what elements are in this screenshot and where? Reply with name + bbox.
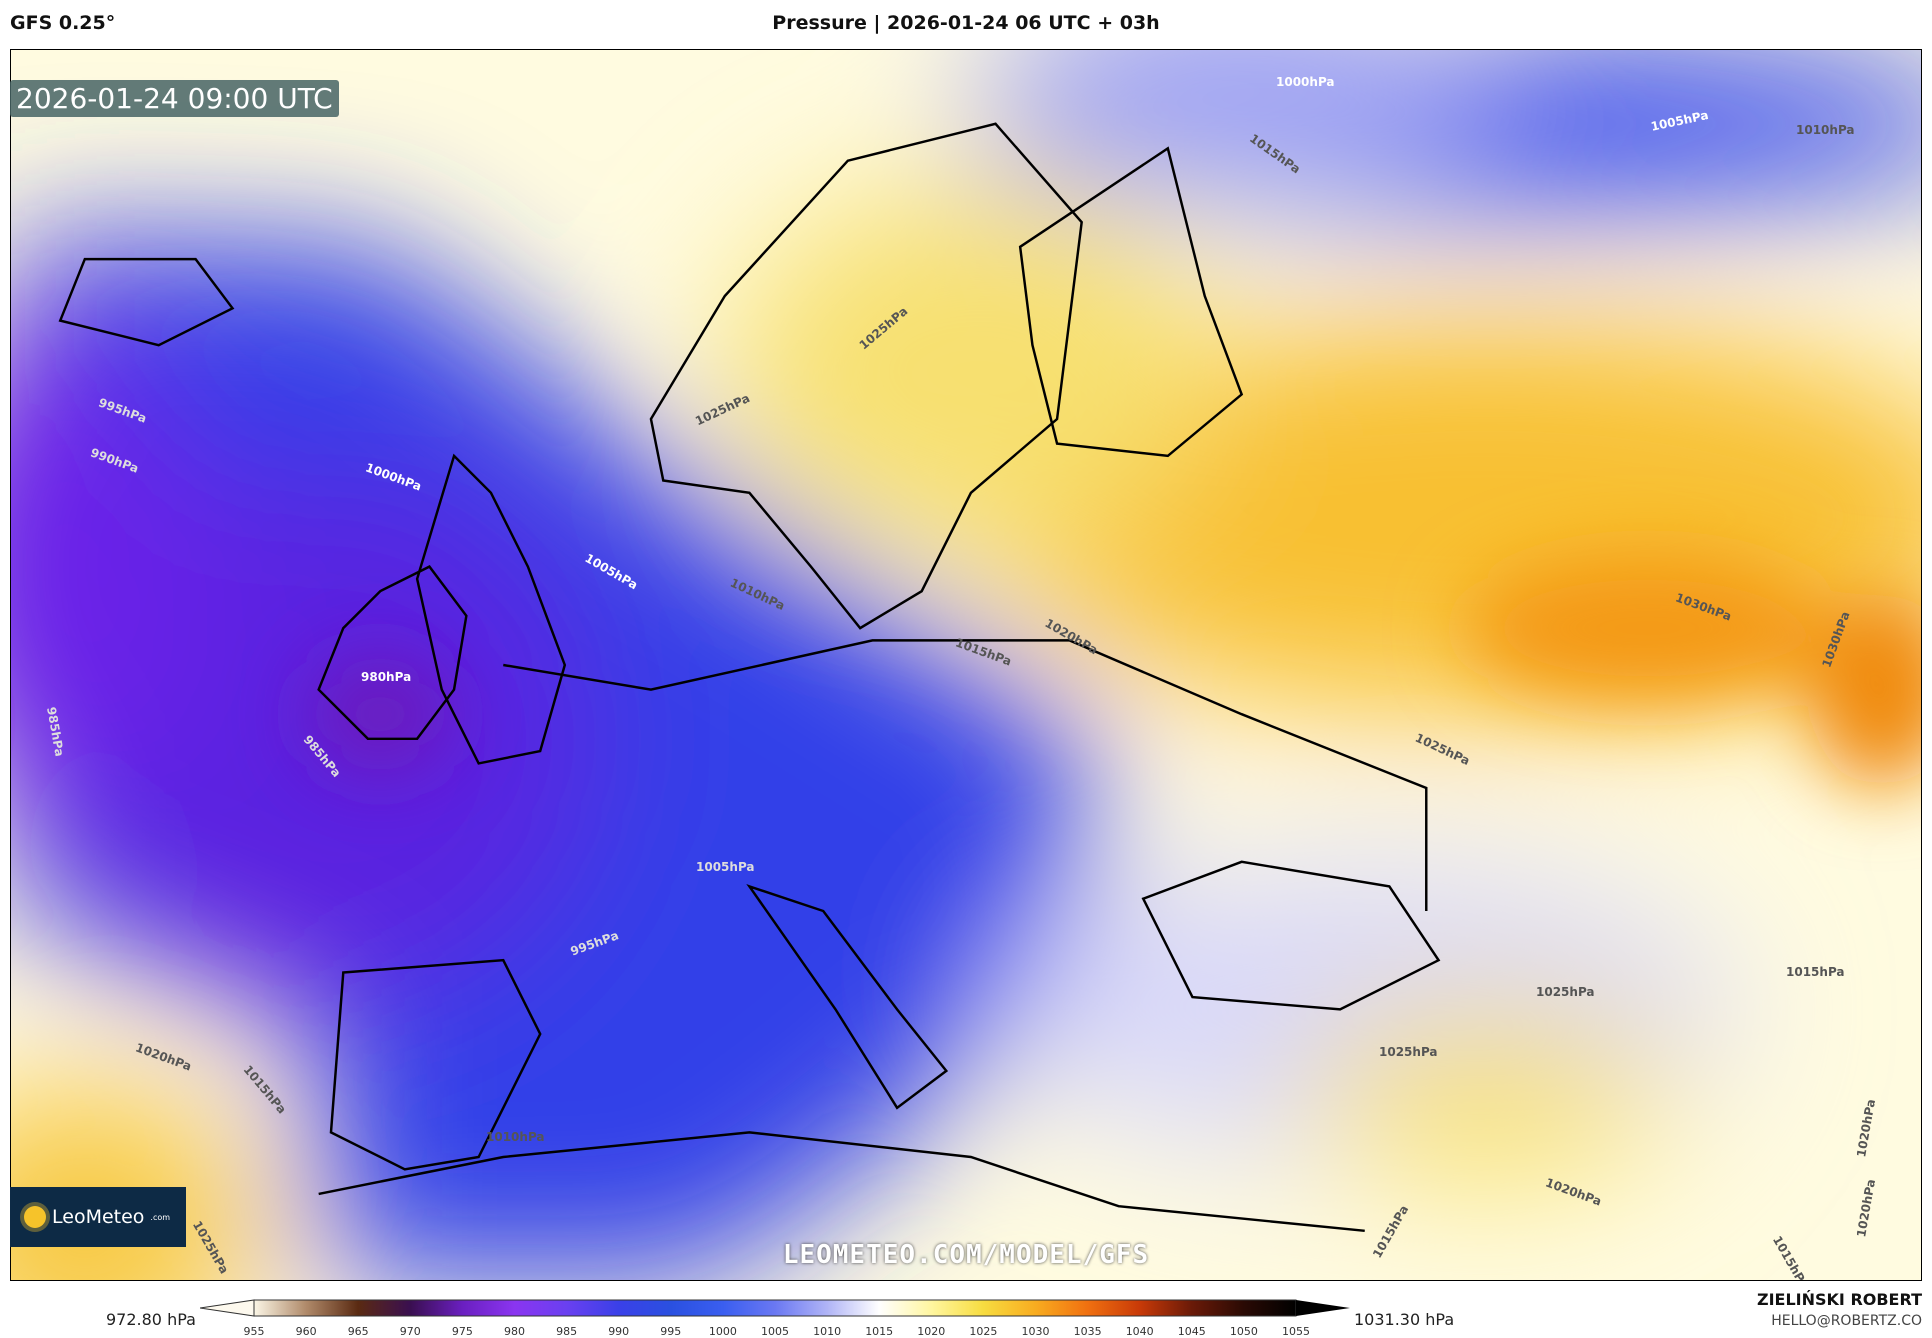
contour-label: 1005hPa	[696, 860, 755, 874]
colorbar-tick: 1040	[1125, 1325, 1154, 1338]
colorbar-tick: 1055	[1282, 1325, 1310, 1338]
colorbar	[200, 1299, 1350, 1317]
author-email: HELLO@ROBERTZ.CO	[1771, 1313, 1922, 1329]
colorbar-tick: 1035	[1073, 1325, 1102, 1338]
colorbar-tick: 1030	[1021, 1325, 1050, 1338]
colorbar-max-label: 1031.30 hPa	[1354, 1310, 1455, 1329]
colorbar-tick: 960	[295, 1325, 317, 1338]
author-name: ZIELIŃSKI ROBERT	[1756, 1290, 1922, 1309]
sun-icon	[24, 1206, 46, 1228]
colorbar-tick: 1000	[708, 1325, 737, 1338]
contour-label: 1015hPa	[1786, 965, 1845, 979]
pressure-map: 1000hPa 1005hPa 1010hPa 1015hPa 1025hPa …	[10, 49, 1922, 1281]
colorbar-tick: 1010	[813, 1325, 842, 1338]
contour-label: 1000hPa	[1276, 75, 1335, 89]
colorbar-tick: 1005	[761, 1325, 789, 1338]
colorbar-tick: 985	[556, 1325, 578, 1338]
colorbar-max-arrow	[1296, 1300, 1350, 1316]
colorbar-tick: 965	[347, 1325, 369, 1338]
colorbar-tick: 1045	[1177, 1325, 1206, 1338]
contour-label: 1010hPa	[1796, 123, 1855, 137]
colorbar-tick: 1050	[1229, 1325, 1258, 1338]
colorbar-tick: 995	[660, 1325, 682, 1338]
valid-time-badge: 2026-01-24 09:00 UTC	[10, 80, 339, 117]
colorbar-body	[253, 1299, 1297, 1317]
contour-label: 1025hPa	[1536, 985, 1595, 999]
leometeo-logo: LeoMeteo .com	[10, 1187, 186, 1247]
colorbar-tick: 1025	[969, 1325, 998, 1338]
colorbar-tick: 990	[608, 1325, 630, 1338]
colorbar-min-arrow	[200, 1299, 255, 1317]
watermark-url: LEOMETEO.COM/MODEL/GFS	[782, 1240, 1150, 1270]
colorbar-tick: 970	[399, 1325, 421, 1338]
contour-label: 1010hPa	[486, 1130, 545, 1144]
logo-suffix: .com	[150, 1212, 171, 1222]
contour-label: 980hPa	[361, 670, 412, 684]
coastlines	[58, 122, 1441, 1233]
colorbar-tick: 975	[451, 1325, 473, 1338]
colorbar-tick: 955	[243, 1325, 265, 1338]
colorbar-min-label: 972.80 hPa	[106, 1310, 196, 1329]
contour-label: 1025hPa	[1379, 1045, 1438, 1059]
colorbar-tick: 980	[504, 1325, 525, 1338]
colorbar-tick: 1020	[917, 1325, 946, 1338]
colorbar-tick: 1015	[865, 1325, 894, 1338]
chart-title: Pressure | 2026-01-24 06 UTC + 03h	[772, 12, 1160, 34]
model-label: GFS 0.25°	[10, 12, 116, 34]
pressure-field	[11, 50, 1921, 1280]
logo-text: LeoMeteo	[52, 1206, 145, 1228]
